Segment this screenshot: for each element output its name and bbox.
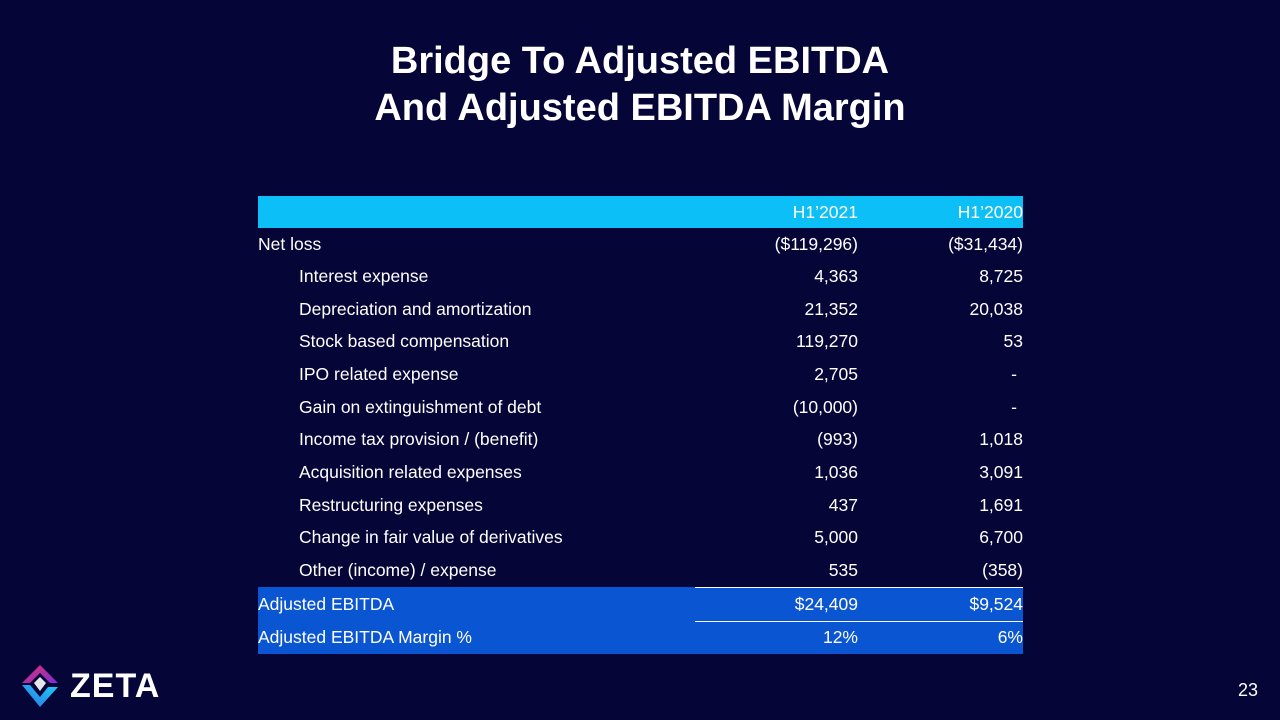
- table-row: Other (income) / expense 535 (358): [258, 554, 1023, 587]
- value-h1-2021: 21,352: [804, 298, 858, 319]
- value-h1-2020: 6%: [858, 620, 1023, 655]
- adjusted-ebitda-row: Adjusted EBITDA $24,409 $9,524: [258, 586, 1023, 622]
- table-row: Acquisition related expenses 1,036 3,091: [258, 456, 1023, 489]
- table-row: Depreciation and amortization 21,352 20,…: [258, 293, 1023, 326]
- title-line-2: And Adjusted EBITDA Margin: [374, 87, 906, 129]
- slide-title: Bridge To Adjusted EBITDA And Adjusted E…: [0, 38, 1280, 132]
- value-h1-2020: 1,018: [979, 429, 1023, 450]
- table-row: IPO related expense 2,705 -: [258, 358, 1023, 391]
- value-h1-2020: 3,091: [979, 461, 1023, 482]
- zeta-diamond-icon: [22, 665, 58, 707]
- table-row: Income tax provision / (benefit) (993) 1…: [258, 423, 1023, 456]
- value-h1-2020: 20,038: [969, 298, 1023, 319]
- row-label: Gain on extinguishment of debt: [299, 396, 542, 417]
- value-h1-2020: ($31,434): [948, 233, 1023, 254]
- value-h1-2020: 6,700: [979, 527, 1023, 548]
- table-row: Restructuring expenses 437 1,691: [258, 489, 1023, 522]
- header-h1-2021: H1’2021: [695, 196, 858, 228]
- value-h1-2021: (10,000): [792, 396, 858, 417]
- value-h1-2021: 535: [828, 560, 858, 581]
- value-h1-2020: -: [858, 391, 1023, 424]
- row-label: IPO related expense: [299, 363, 459, 384]
- row-label: Adjusted EBITDA Margin %: [258, 621, 695, 655]
- row-label: Income tax provision / (benefit): [299, 429, 539, 450]
- value-h1-2021: 2,705: [814, 363, 858, 384]
- zeta-logo: ZETA: [20, 663, 170, 709]
- value-h1-2020: 8,725: [979, 265, 1023, 286]
- ebitda-bridge-table: H1’2021 H1’2020 Net loss ($119,296) ($31…: [258, 196, 1023, 655]
- table-row: Interest expense 4,363 8,725: [258, 260, 1023, 293]
- dash-value: -: [1011, 363, 1017, 384]
- value-h1-2020: -: [858, 358, 1023, 391]
- table-row: Change in fair value of derivatives 5,00…: [258, 522, 1023, 555]
- table-row: Stock based compensation 119,270 53: [258, 325, 1023, 358]
- row-label: Depreciation and amortization: [299, 298, 532, 319]
- value-h1-2021: 12%: [695, 620, 858, 655]
- value-h1-2021: 119,270: [796, 331, 858, 352]
- value-h1-2020: 53: [1003, 331, 1023, 352]
- value-h1-2021: 4,363: [814, 265, 858, 286]
- title-line-1: Bridge To Adjusted EBITDA: [390, 40, 890, 82]
- value-h1-2020: (358): [982, 560, 1023, 581]
- value-h1-2020: 1,691: [979, 494, 1023, 515]
- table-row: Gain on extinguishment of debt (10,000) …: [258, 391, 1023, 424]
- value-h1-2021: $24,409: [695, 586, 858, 622]
- value-h1-2021: 437: [828, 494, 858, 515]
- page-number: 23: [1237, 680, 1258, 700]
- header-label-cell: [258, 196, 695, 228]
- table-header-row: H1’2021 H1’2020: [258, 196, 1023, 228]
- row-label: Restructuring expenses: [299, 494, 483, 515]
- row-label: Change in fair value of derivatives: [299, 527, 563, 548]
- adjusted-ebitda-margin-row: Adjusted EBITDA Margin % 12% 6%: [258, 620, 1023, 655]
- row-label: Interest expense: [299, 265, 429, 286]
- row-label: Adjusted EBITDA: [258, 587, 695, 622]
- value-h1-2021: 5,000: [814, 527, 858, 548]
- value-h1-2021: ($119,296): [774, 233, 858, 254]
- row-label: Stock based compensation: [299, 331, 510, 352]
- logo-text: ZETA: [70, 667, 161, 705]
- value-h1-2020: $9,524: [858, 586, 1023, 622]
- row-label: Net loss: [258, 233, 322, 254]
- table-row: Net loss ($119,296) ($31,434): [258, 228, 1023, 260]
- value-h1-2021: 1,036: [814, 461, 858, 482]
- row-label: Other (income) / expense: [299, 560, 497, 581]
- dash-value: -: [1011, 396, 1017, 417]
- header-h1-2020: H1’2020: [858, 196, 1023, 228]
- value-h1-2021: (993): [817, 429, 858, 450]
- row-label: Acquisition related expenses: [299, 461, 522, 482]
